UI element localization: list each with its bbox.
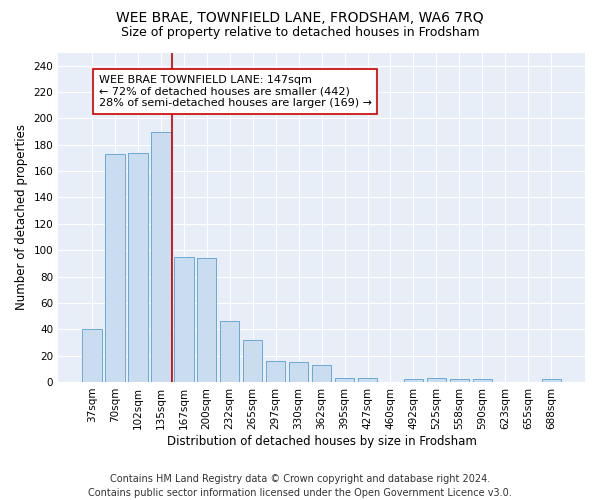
Bar (197, 258, 217, 382)
Bar (105, 154, 125, 382)
Y-axis label: Number of detached properties: Number of detached properties (15, 124, 28, 310)
Text: Contains HM Land Registry data © Crown copyright and database right 2024.
Contai: Contains HM Land Registry data © Crown c… (88, 474, 512, 498)
Bar (427, 378, 446, 382)
Bar (220, 322, 239, 382)
Bar (542, 380, 561, 382)
Bar (151, 132, 170, 382)
Bar (82, 329, 101, 382)
Bar (312, 365, 331, 382)
Bar (174, 257, 194, 382)
Bar (128, 152, 148, 382)
Text: Size of property relative to detached houses in Frodsham: Size of property relative to detached ho… (121, 26, 479, 39)
Bar (335, 378, 355, 382)
Bar (289, 362, 308, 382)
Bar (243, 340, 262, 382)
X-axis label: Distribution of detached houses by size in Frodsham: Distribution of detached houses by size … (167, 434, 476, 448)
Bar (266, 361, 286, 382)
Bar (358, 378, 377, 382)
Bar (473, 380, 492, 382)
Text: WEE BRAE TOWNFIELD LANE: 147sqm
← 72% of detached houses are smaller (442)
28% o: WEE BRAE TOWNFIELD LANE: 147sqm ← 72% of… (99, 75, 372, 108)
Text: WEE BRAE, TOWNFIELD LANE, FRODSHAM, WA6 7RQ: WEE BRAE, TOWNFIELD LANE, FRODSHAM, WA6 … (116, 11, 484, 25)
Bar (449, 380, 469, 382)
Bar (404, 380, 423, 382)
